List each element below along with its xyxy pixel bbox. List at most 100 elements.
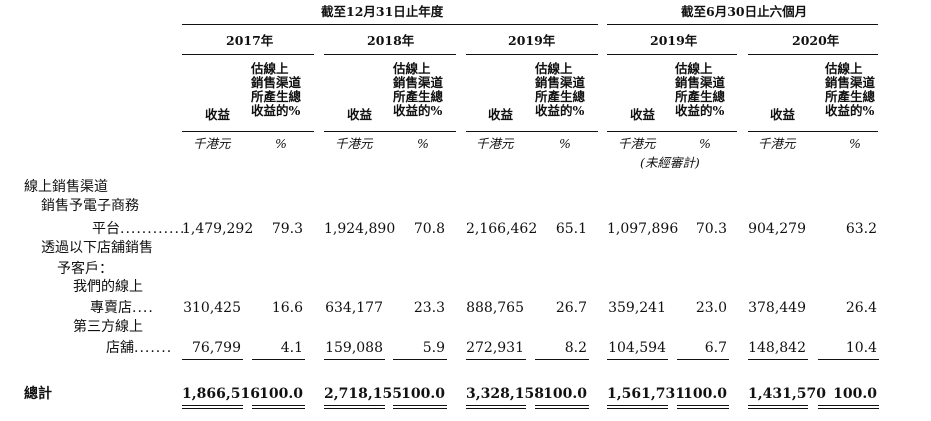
table-cell: 2,166,462 bbox=[466, 221, 538, 237]
column-header-revenue: 收益 bbox=[630, 107, 656, 122]
total-double-underline bbox=[182, 405, 243, 409]
table-cell: 26.7 bbox=[555, 300, 587, 316]
table-cell: 1,924,890 bbox=[324, 221, 396, 237]
year-header: 2017年 bbox=[226, 33, 274, 48]
subheader-underline bbox=[182, 131, 314, 132]
table-cell: 16.6 bbox=[271, 300, 303, 316]
year-header: 2020年 bbox=[792, 33, 840, 48]
subtotal-underline bbox=[252, 359, 305, 360]
column-header-percent-line: 所產生總 bbox=[251, 89, 302, 104]
table-cell: 76,799 bbox=[192, 340, 241, 356]
year-underline bbox=[324, 54, 456, 55]
column-header-percent: 估線上 銷售渠道 所產生總 收益的% bbox=[675, 62, 725, 118]
total-double-underline bbox=[607, 405, 668, 409]
subtotal-underline bbox=[818, 359, 879, 360]
table-cell: 378,449 bbox=[748, 300, 806, 316]
column-header-percent-line: 收益的% bbox=[251, 103, 301, 118]
column-header-percent-line: 估線上 bbox=[825, 61, 863, 76]
total-cell: 1,866,516 bbox=[182, 386, 260, 402]
total-cell: 100.0 bbox=[259, 386, 303, 402]
column-header-percent-line: 所產生總 bbox=[393, 89, 444, 104]
table-cell: 10.4 bbox=[845, 340, 877, 356]
row-label: 透過以下店舖銷售 bbox=[41, 240, 153, 256]
column-header-percent-line: 銷售渠道 bbox=[675, 75, 726, 90]
column-header-percent-line: 估線上 bbox=[675, 61, 713, 76]
subtotal-underline bbox=[324, 359, 385, 360]
column-header-percent-line: 收益的% bbox=[393, 103, 443, 118]
table-cell: 4.1 bbox=[280, 340, 303, 356]
table-cell: 1,479,292 bbox=[182, 221, 254, 237]
column-header-percent-line: 銷售渠道 bbox=[535, 75, 586, 90]
total-double-underline bbox=[748, 405, 808, 409]
table-cell: 23.3 bbox=[413, 300, 445, 316]
column-header-revenue: 收益 bbox=[347, 107, 373, 122]
column-header-percent-line: 所產生總 bbox=[825, 89, 876, 104]
table-cell: 888,765 bbox=[466, 300, 524, 316]
table-cell: 272,931 bbox=[466, 340, 524, 356]
year-underline bbox=[466, 54, 598, 55]
row-label: 店舖....... bbox=[106, 340, 173, 356]
table-cell: 310,425 bbox=[183, 300, 241, 316]
table-cell: 70.8 bbox=[413, 221, 445, 237]
total-double-underline bbox=[677, 405, 729, 409]
period-header-full-year: 截至12月31日止年度 bbox=[321, 4, 444, 19]
table-cell: 904,279 bbox=[748, 221, 806, 237]
column-header-percent: 估線上 銷售渠道 所產生總 收益的% bbox=[393, 62, 443, 118]
row-label: 專賣店 .... bbox=[90, 300, 154, 316]
year-header: 2018年 bbox=[367, 33, 415, 48]
total-cell: 1,561,731 bbox=[607, 386, 685, 402]
year-header: 2019年 bbox=[650, 33, 698, 48]
table-cell: 79.3 bbox=[271, 221, 303, 237]
row-label: 平台............ bbox=[92, 221, 186, 237]
column-header-percent-line: 所產生總 bbox=[535, 89, 586, 104]
column-header-percent-line: 估線上 bbox=[251, 61, 289, 76]
year-underline bbox=[748, 54, 878, 55]
column-header-percent-line: 銷售渠道 bbox=[251, 75, 302, 90]
year-header: 2019年 bbox=[508, 33, 556, 48]
total-cell: 100.0 bbox=[543, 386, 587, 402]
unit-revenue: 千港元 bbox=[476, 136, 514, 151]
period-underline bbox=[182, 24, 598, 25]
year-underline bbox=[182, 54, 314, 55]
table-cell: 634,177 bbox=[325, 300, 383, 316]
column-header-percent: 估線上 銷售渠道 所產生總 收益的% bbox=[535, 62, 585, 118]
column-header-percent: 估線上 銷售渠道 所產生總 收益的% bbox=[251, 62, 301, 118]
table-cell: 359,241 bbox=[608, 300, 666, 316]
unit-percent: % bbox=[417, 136, 429, 151]
subheader-underline bbox=[324, 131, 456, 132]
column-header-percent-line: 銷售渠道 bbox=[393, 75, 444, 90]
subtotal-underline bbox=[466, 359, 526, 360]
unit-revenue: 千港元 bbox=[193, 136, 231, 151]
subheader-underline bbox=[466, 131, 598, 132]
table-cell: 104,594 bbox=[608, 340, 666, 356]
total-double-underline bbox=[252, 405, 305, 409]
column-header-revenue: 收益 bbox=[770, 107, 796, 122]
row-label: 第三方線上 bbox=[73, 319, 143, 335]
total-cell: 100.0 bbox=[401, 386, 445, 402]
total-double-underline bbox=[818, 405, 879, 409]
table-cell: 26.4 bbox=[845, 300, 877, 316]
column-header-revenue: 收益 bbox=[205, 107, 231, 122]
column-header-revenue: 收益 bbox=[488, 107, 514, 122]
row-label: 線上銷售渠道 bbox=[24, 179, 108, 195]
row-label: 予客戶： bbox=[57, 261, 113, 277]
table-cell: 6.7 bbox=[704, 340, 727, 356]
column-header-percent-line: 所產生總 bbox=[675, 89, 726, 104]
unit-revenue: 千港元 bbox=[618, 136, 656, 151]
table-cell: 23.0 bbox=[695, 300, 727, 316]
total-double-underline bbox=[535, 405, 589, 409]
column-header-percent-line: 收益的% bbox=[675, 103, 725, 118]
table-cell: 8.2 bbox=[564, 340, 587, 356]
unit-percent: % bbox=[559, 136, 571, 151]
column-header-percent-line: 收益的% bbox=[535, 103, 585, 118]
period-underline bbox=[607, 24, 878, 25]
subtotal-underline bbox=[607, 359, 668, 360]
table-cell: 63.2 bbox=[845, 221, 877, 237]
total-double-underline bbox=[324, 405, 385, 409]
total-cell: 2,718,155 bbox=[324, 386, 402, 402]
subtotal-underline bbox=[677, 359, 729, 360]
table-cell: 148,842 bbox=[748, 340, 806, 356]
table-cell: 65.1 bbox=[555, 221, 587, 237]
row-label: 我們的線上 bbox=[73, 279, 143, 295]
row-label: 銷售予電子商務 bbox=[41, 198, 139, 214]
